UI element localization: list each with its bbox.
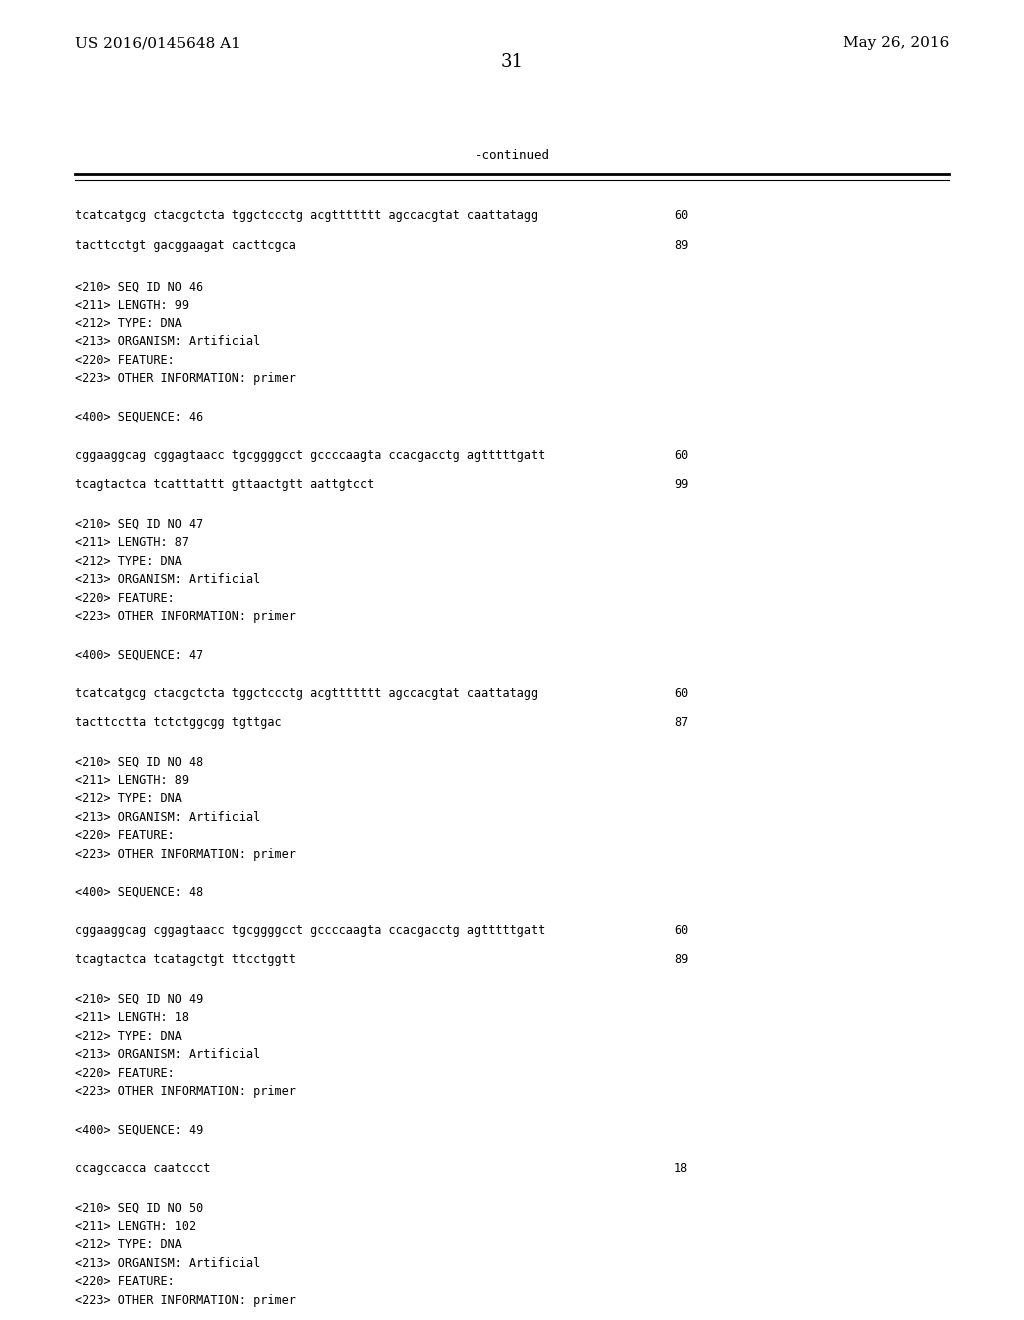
Text: 60: 60 [674, 686, 688, 700]
Text: <210> SEQ ID NO 48: <210> SEQ ID NO 48 [75, 755, 203, 768]
Text: <213> ORGANISM: Artificial: <213> ORGANISM: Artificial [75, 810, 260, 824]
Text: <210> SEQ ID NO 50: <210> SEQ ID NO 50 [75, 1201, 203, 1214]
Text: ccagccacca caatccct: ccagccacca caatccct [75, 1162, 210, 1175]
Text: tacttcctta tctctggcgg tgttgac: tacttcctta tctctggcgg tgttgac [75, 715, 282, 729]
Text: 99: 99 [674, 478, 688, 491]
Text: 87: 87 [674, 715, 688, 729]
Text: <223> OTHER INFORMATION: primer: <223> OTHER INFORMATION: primer [75, 847, 296, 861]
Text: <213> ORGANISM: Artificial: <213> ORGANISM: Artificial [75, 1257, 260, 1270]
Text: <213> ORGANISM: Artificial: <213> ORGANISM: Artificial [75, 1048, 260, 1061]
Text: <211> LENGTH: 87: <211> LENGTH: 87 [75, 536, 188, 549]
Text: <220> FEATURE:: <220> FEATURE: [75, 1275, 174, 1288]
Text: 31: 31 [501, 53, 523, 71]
Text: <220> FEATURE:: <220> FEATURE: [75, 591, 174, 605]
Text: <223> OTHER INFORMATION: primer: <223> OTHER INFORMATION: primer [75, 610, 296, 623]
Text: tcagtactca tcatttattt gttaactgtt aattgtcct: tcagtactca tcatttattt gttaactgtt aattgtc… [75, 478, 374, 491]
Text: <212> TYPE: DNA: <212> TYPE: DNA [75, 1238, 181, 1251]
Text: 60: 60 [674, 449, 688, 462]
Text: cggaaggcag cggagtaacc tgcggggcct gccccaagta ccacgacctg agtttttgatt: cggaaggcag cggagtaacc tgcggggcct gccccaa… [75, 924, 545, 937]
Text: <220> FEATURE:: <220> FEATURE: [75, 1067, 174, 1080]
Text: tacttcctgt gacggaagat cacttcgca: tacttcctgt gacggaagat cacttcgca [75, 239, 296, 252]
Text: <211> LENGTH: 102: <211> LENGTH: 102 [75, 1220, 196, 1233]
Text: 60: 60 [674, 924, 688, 937]
Text: <211> LENGTH: 99: <211> LENGTH: 99 [75, 298, 188, 312]
Text: <223> OTHER INFORMATION: primer: <223> OTHER INFORMATION: primer [75, 372, 296, 385]
Text: <212> TYPE: DNA: <212> TYPE: DNA [75, 317, 181, 330]
Text: <220> FEATURE:: <220> FEATURE: [75, 354, 174, 367]
Text: tcagtactca tcatagctgt ttcctggtt: tcagtactca tcatagctgt ttcctggtt [75, 953, 296, 966]
Text: 89: 89 [674, 953, 688, 966]
Text: <210> SEQ ID NO 49: <210> SEQ ID NO 49 [75, 993, 203, 1006]
Text: <400> SEQUENCE: 47: <400> SEQUENCE: 47 [75, 648, 203, 661]
Text: <211> LENGTH: 18: <211> LENGTH: 18 [75, 1011, 188, 1024]
Text: <210> SEQ ID NO 46: <210> SEQ ID NO 46 [75, 280, 203, 293]
Text: 60: 60 [674, 209, 688, 222]
Text: US 2016/0145648 A1: US 2016/0145648 A1 [75, 36, 241, 50]
Text: 18: 18 [674, 1162, 688, 1175]
Text: tcatcatgcg ctacgctcta tggctccctg acgttttttt agccacgtat caattatagg: tcatcatgcg ctacgctcta tggctccctg acgtttt… [75, 209, 538, 222]
Text: -continued: -continued [474, 149, 550, 162]
Text: <400> SEQUENCE: 49: <400> SEQUENCE: 49 [75, 1123, 203, 1137]
Text: <400> SEQUENCE: 48: <400> SEQUENCE: 48 [75, 886, 203, 899]
Text: May 26, 2016: May 26, 2016 [843, 36, 949, 50]
Text: cggaaggcag cggagtaacc tgcggggcct gccccaagta ccacgacctg agtttttgatt: cggaaggcag cggagtaacc tgcggggcct gccccaa… [75, 449, 545, 462]
Text: <212> TYPE: DNA: <212> TYPE: DNA [75, 554, 181, 568]
Text: <210> SEQ ID NO 47: <210> SEQ ID NO 47 [75, 517, 203, 531]
Text: <212> TYPE: DNA: <212> TYPE: DNA [75, 792, 181, 805]
Text: tcatcatgcg ctacgctcta tggctccctg acgttttttt agccacgtat caattatagg: tcatcatgcg ctacgctcta tggctccctg acgtttt… [75, 686, 538, 700]
Text: <223> OTHER INFORMATION: primer: <223> OTHER INFORMATION: primer [75, 1294, 296, 1307]
Text: 89: 89 [674, 239, 688, 252]
Text: <223> OTHER INFORMATION: primer: <223> OTHER INFORMATION: primer [75, 1085, 296, 1098]
Text: <211> LENGTH: 89: <211> LENGTH: 89 [75, 774, 188, 787]
Text: <220> FEATURE:: <220> FEATURE: [75, 829, 174, 842]
Text: <400> SEQUENCE: 46: <400> SEQUENCE: 46 [75, 411, 203, 424]
Text: <213> ORGANISM: Artificial: <213> ORGANISM: Artificial [75, 573, 260, 586]
Text: <212> TYPE: DNA: <212> TYPE: DNA [75, 1030, 181, 1043]
Text: <213> ORGANISM: Artificial: <213> ORGANISM: Artificial [75, 335, 260, 348]
